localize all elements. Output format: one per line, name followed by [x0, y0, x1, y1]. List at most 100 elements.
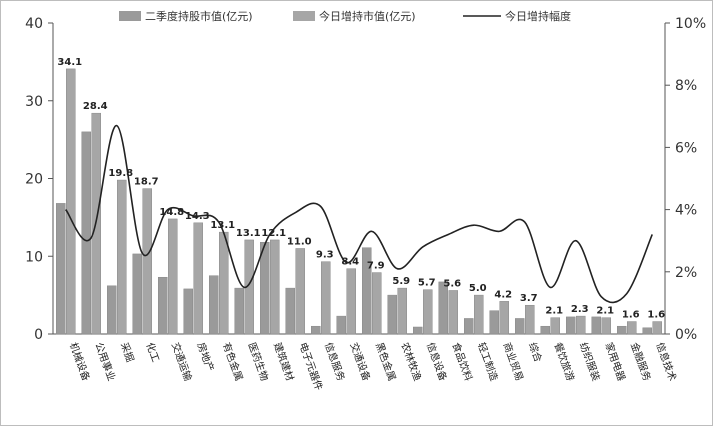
bar-added-value — [601, 317, 611, 335]
category-label: 医药生物 — [245, 341, 271, 383]
category-label: 房地产 — [194, 341, 216, 374]
category-label: 食品饮料 — [449, 341, 475, 383]
y-tick-label-left: 10 — [25, 249, 43, 265]
bar-added-value — [219, 231, 229, 335]
bar-holding-value — [234, 287, 244, 335]
bar-added-value — [372, 272, 382, 335]
bar-added-value — [142, 188, 152, 335]
bar-holding-value — [617, 325, 627, 335]
data-label: 12.1 — [261, 228, 286, 239]
y-tick-label-left: 30 — [25, 94, 43, 110]
data-label: 18.7 — [134, 177, 159, 188]
data-label: 1.6 — [622, 310, 640, 321]
bar-added-value — [474, 294, 484, 335]
line-added-ratio — [65, 124, 653, 304]
bar-holding-value — [336, 315, 346, 335]
data-label: 1.6 — [647, 310, 665, 321]
bar-holding-value — [489, 310, 499, 335]
data-label: 9.3 — [316, 250, 334, 261]
bar-holding-value — [515, 318, 525, 335]
data-label: 3.7 — [520, 293, 538, 304]
bar-holding-value — [464, 318, 474, 335]
bar-holding-value — [387, 294, 397, 335]
y-tick-label-right: 8% — [675, 78, 697, 94]
data-label: 13.1 — [236, 228, 261, 239]
bar-holding-value — [183, 288, 193, 335]
category-label: 金融服务 — [628, 341, 654, 383]
y-tick-label-right: 0% — [675, 327, 697, 343]
category-label: 黑色金属 — [373, 341, 399, 383]
y-tick-label-left: 0 — [34, 327, 43, 343]
bar-added-value — [525, 304, 535, 335]
data-label: 14.8 — [159, 207, 184, 218]
bar-holding-value — [413, 326, 423, 335]
bar-added-value — [550, 317, 560, 335]
bar-holding-value — [158, 276, 168, 335]
data-label: 5.9 — [392, 276, 410, 287]
bar-holding-value — [81, 131, 91, 335]
bar-added-value — [321, 261, 331, 335]
data-label: 19.8 — [108, 168, 133, 179]
bar-holding-value — [260, 242, 270, 335]
y-tick-label-left: 20 — [25, 172, 43, 188]
data-label: 2.1 — [596, 306, 614, 317]
data-label: 5.6 — [443, 278, 461, 289]
bar-added-value — [295, 248, 305, 335]
legend-label-ratio: 今日增持幅度 — [505, 9, 571, 23]
category-label: 有色金属 — [220, 341, 246, 383]
bar-holding-value — [566, 316, 576, 335]
data-label: 13.1 — [210, 220, 235, 231]
bar-added-value — [397, 287, 407, 335]
category-label: 餐饮旅游 — [551, 341, 577, 383]
data-label: 4.2 — [494, 289, 512, 300]
bar-holding-value — [285, 287, 295, 335]
bar-holding-value — [56, 203, 66, 335]
data-label: 5.7 — [418, 278, 436, 289]
y-tick-label-right: 10% — [675, 16, 706, 32]
data-label: 28.4 — [83, 101, 108, 112]
bar-added-value — [117, 179, 127, 335]
category-label: 化工 — [143, 341, 162, 364]
category-label: 综合 — [526, 341, 545, 364]
bar-added-value — [499, 301, 509, 335]
bar-added-value — [168, 218, 178, 335]
data-label: 34.1 — [57, 57, 82, 68]
category-label: 机械设备 — [67, 341, 93, 383]
bar-holding-value — [362, 247, 372, 335]
data-label: 7.9 — [367, 261, 385, 272]
bar-added-value — [66, 68, 76, 335]
bar-holding-value — [311, 325, 321, 335]
bar-added-value — [346, 268, 356, 335]
bar-added-value — [270, 239, 280, 335]
bar-added-value — [627, 321, 637, 335]
category-label: 交通运输 — [169, 341, 195, 383]
y-tick-label-right: 2% — [675, 265, 697, 281]
category-label: 商业贸易 — [500, 341, 526, 383]
data-label: 2.3 — [571, 304, 589, 315]
category-label: 家用电器 — [602, 341, 628, 383]
bar-holding-value — [107, 285, 117, 335]
category-label: 建筑建材 — [271, 341, 297, 383]
bar-holding-value — [591, 316, 601, 335]
category-label: 农林牧渔 — [398, 341, 424, 383]
y-tick-label-right: 4% — [675, 203, 697, 219]
bar-holding-value — [209, 275, 219, 335]
bar-holding-value — [438, 281, 448, 335]
bar-added-value — [423, 289, 433, 335]
bar-holding-value — [642, 327, 652, 335]
bar-added-value — [193, 222, 203, 335]
data-label: 2.1 — [545, 306, 563, 317]
bar-holding-value — [540, 325, 550, 335]
bar-added-value — [576, 315, 586, 335]
category-label: 公用事业 — [92, 341, 118, 383]
y-tick-label-left: 40 — [25, 16, 43, 32]
category-label: 电子元器件 — [296, 341, 325, 392]
category-label: 纺织服装 — [577, 341, 603, 383]
legend-swatch-added — [293, 11, 315, 21]
category-label: 轻工制造 — [475, 341, 501, 383]
bar-added-value — [652, 321, 662, 335]
category-label: 信息设备 — [424, 341, 450, 383]
category-label: 交通设备 — [347, 341, 373, 383]
